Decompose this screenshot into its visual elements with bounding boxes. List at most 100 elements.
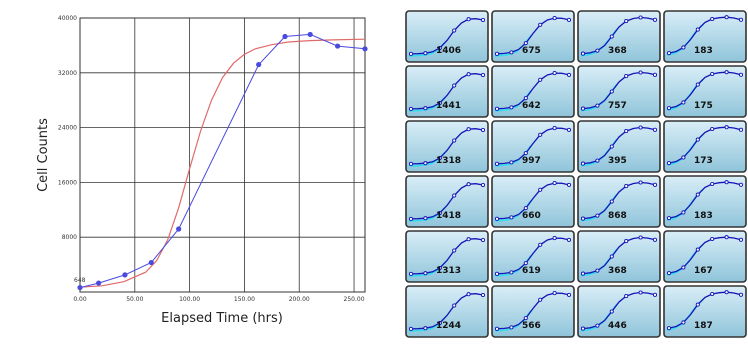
thumbnail-point <box>523 151 528 156</box>
thumbnail-point <box>652 182 658 187</box>
thumbnail-count-label: 446 <box>608 321 627 331</box>
thumbnail-curve <box>410 238 484 275</box>
thumbnail-curve <box>582 16 656 55</box>
x-axis-label: Elapsed Time (hrs) <box>161 311 283 326</box>
thumbnail-point <box>437 155 442 161</box>
thumbnail-point <box>538 132 543 137</box>
thumbnail-point <box>408 326 414 331</box>
thumbnail-curve <box>582 71 656 110</box>
thumbnail-point <box>437 100 442 106</box>
thumbnail-count-label: 1244 <box>436 321 461 331</box>
thumbnail-point <box>710 126 715 132</box>
thumbnail-point <box>494 216 500 221</box>
thumbnail-point <box>609 309 614 314</box>
thumbnail-count-label: 368 <box>608 266 627 276</box>
thumbnail-point <box>724 125 729 130</box>
y-tick-label: 32000 <box>58 70 77 77</box>
thumbnail-point <box>580 106 586 111</box>
thumbnail-point <box>695 192 700 197</box>
thumbnail-point <box>724 290 729 295</box>
thumbnail-point <box>494 51 500 56</box>
thumbnail-point <box>624 19 629 24</box>
thumbnail-point <box>580 51 586 56</box>
thumbnail-frame <box>405 120 489 173</box>
y-tick-label: 8000 <box>62 234 77 241</box>
thumbnail-point <box>523 41 528 46</box>
thumbnail-frame <box>405 230 489 283</box>
thumbnail-point <box>738 72 744 77</box>
thumbnail-point <box>566 292 572 297</box>
growth-chart: 0.00 50.00 100.00 150.00 200.00 250.00 8000 160… <box>36 15 368 326</box>
data-point <box>334 43 341 49</box>
thumbnail-point <box>609 89 614 94</box>
thumbnail-point <box>595 268 600 273</box>
thumbnail-point <box>538 77 543 82</box>
thumbnail-frame <box>663 230 747 283</box>
thumbnail-point <box>423 271 428 276</box>
data-point <box>122 272 128 278</box>
start-value-annotation: 648 <box>74 277 86 284</box>
thumbnail-point <box>609 254 614 259</box>
thumbnail-point <box>480 72 486 78</box>
thumbnail-frame <box>663 285 747 338</box>
thumbnail-count-label: 619 <box>522 266 541 276</box>
thumbnail-point <box>452 193 457 198</box>
thumbnail-point <box>566 72 572 77</box>
well-thumbnail: 368 <box>577 230 661 283</box>
thumbnail-count-label: 187 <box>694 321 713 331</box>
thumbnail-point <box>480 292 486 298</box>
thumbnail-point <box>480 182 486 188</box>
thumbnail-point <box>423 216 428 221</box>
thumbnail-point <box>595 103 600 108</box>
thumbnail-frame <box>405 65 489 118</box>
thumbnail-curve <box>496 72 570 110</box>
thumbnail-point <box>638 70 643 75</box>
thumbnail-count-label: 642 <box>522 101 541 111</box>
thumbnail-point <box>494 161 500 166</box>
thumbnail-point <box>609 144 614 149</box>
thumbnail-point <box>652 127 658 132</box>
thumbnail-point <box>638 125 643 130</box>
thumbnail-count-label: 183 <box>694 211 713 221</box>
thumbnail-point <box>480 17 486 23</box>
well-thumbnail: 167 <box>663 230 747 283</box>
thumbnail-point <box>494 326 500 331</box>
thumbnail-point <box>666 51 672 56</box>
thumbnail-count-label: 997 <box>522 156 541 166</box>
thumbnail-count-label: 757 <box>608 101 627 111</box>
thumbnail-point <box>452 28 457 33</box>
thumbnail-point <box>624 239 629 244</box>
data-point <box>362 46 368 52</box>
thumbnail-point <box>423 161 428 166</box>
thumbnail-point <box>638 235 643 240</box>
x-tick-label: 0.00 <box>73 296 87 303</box>
thumbnail-frame <box>491 175 575 228</box>
well-thumbnail: 446 <box>577 285 661 338</box>
thumbnail-point <box>666 161 672 166</box>
thumbnail-point <box>552 291 557 296</box>
thumbnail-curve <box>496 237 570 275</box>
thumbnail-curve <box>496 292 570 330</box>
thumbnail-point <box>681 45 686 50</box>
thumbnail-point <box>552 126 557 131</box>
thumbnail-point <box>681 100 686 105</box>
thumbnail-curve <box>668 236 742 274</box>
thumbnail-point <box>724 15 729 20</box>
thumbnail-point <box>695 247 700 252</box>
thumbnail-point <box>652 237 658 242</box>
thumbnail-count-label: 1418 <box>436 211 461 221</box>
thumbnail-curve <box>410 73 484 110</box>
x-tick-label: 150.00 <box>234 296 255 303</box>
well-thumbnail-grid: 1406 675 368 183 1441 642 757 175 1318 997 395 173 1… <box>405 10 747 338</box>
thumbnail-point <box>595 213 600 218</box>
thumbnail-count-label: 1406 <box>436 46 461 56</box>
thumbnail-point <box>423 106 428 111</box>
thumbnail-count-label: 175 <box>694 101 713 111</box>
thumbnail-point <box>552 16 557 21</box>
thumbnail-curve <box>582 291 656 330</box>
thumbnail-point <box>437 320 442 326</box>
thumbnail-point <box>652 292 658 297</box>
thumbnail-point <box>624 129 629 134</box>
thumbnail-point <box>466 292 471 297</box>
